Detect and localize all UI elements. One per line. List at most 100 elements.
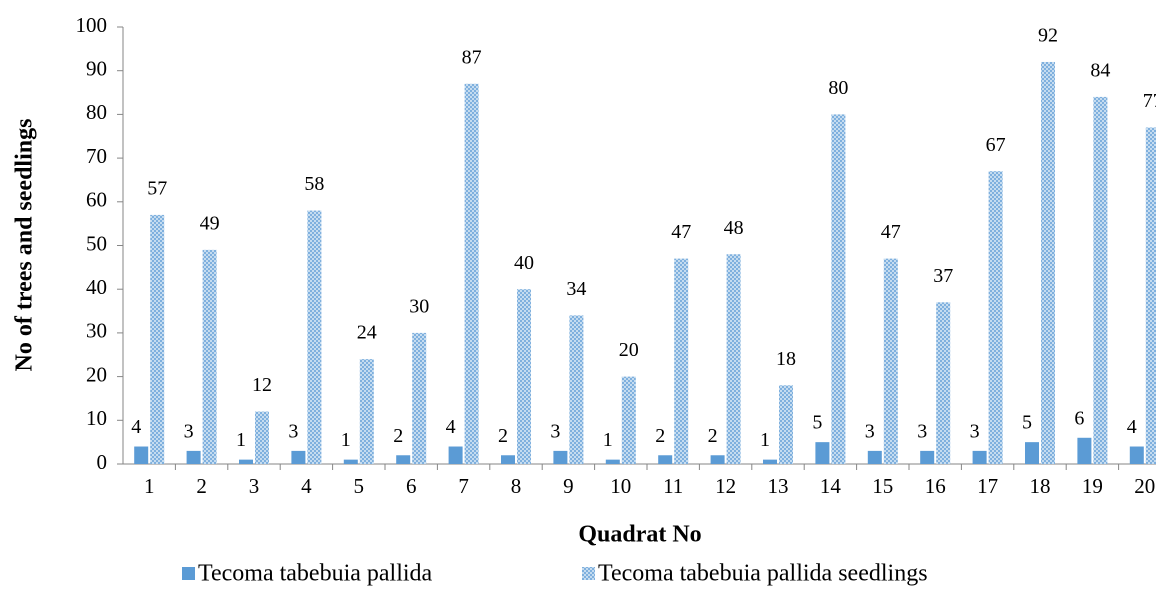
data-label: 37 [933,265,953,287]
data-label: 80 [828,77,848,99]
bar [255,411,269,464]
bar [553,450,568,464]
legend-label: Tecoma tabebuia pallida seedlings [598,561,928,587]
x-tick-label: 19 [1082,474,1103,498]
data-label: 4 [1127,416,1137,438]
x-tick-label: 10 [610,474,631,498]
data-label: 6 [1074,407,1084,429]
y-tick-label: 70 [86,144,107,168]
data-label: 34 [566,278,586,300]
bar [291,450,306,464]
x-tick-label: 8 [511,474,522,498]
bar [1145,127,1156,464]
bar [883,258,898,464]
bar [658,455,673,464]
data-label: 3 [288,420,298,442]
data-label: 2 [498,425,508,447]
data-label: 1 [603,429,613,451]
x-tick-label: 5 [354,474,365,498]
x-tick-label: 17 [977,474,998,498]
y-tick-label: 20 [86,362,107,386]
data-label: 40 [514,252,534,274]
x-tick-label: 1 [144,474,155,498]
data-label: 3 [184,420,194,442]
bar [674,258,689,464]
bar [501,455,515,464]
bar [186,450,201,464]
data-label: 3 [970,420,980,442]
data-label: 67 [986,134,1006,156]
bar [831,114,846,465]
data-label: 5 [1022,412,1032,434]
x-tick-label: 18 [1030,474,1051,498]
data-label: 77 [1143,90,1156,112]
data-label: 1 [341,429,351,451]
bar [569,315,584,464]
y-tick-label: 80 [86,100,107,124]
bar [517,289,531,464]
bar [150,214,165,464]
data-label: 84 [1090,60,1110,82]
legend-label: Tecoma tabebuia pallida [198,561,433,587]
bar [763,459,777,464]
data-label: 24 [357,322,377,344]
bar [936,302,951,464]
bar [972,450,987,464]
bar [815,442,830,464]
x-tick-label: 2 [196,474,207,498]
data-label: 47 [671,221,691,243]
y-tick-label: 90 [86,57,107,81]
y-tick-label: 50 [86,231,107,255]
data-label: 20 [619,339,639,361]
data-label: 4 [446,416,456,438]
data-label: 92 [1038,25,1058,47]
bar [1041,61,1055,465]
bar [1025,442,1039,464]
y-tick-label: 60 [86,188,107,212]
x-tick-label: 14 [820,474,842,498]
bar [412,332,427,464]
x-tick-label: 13 [768,474,789,498]
y-tick-label: 10 [86,406,107,430]
data-label: 1 [236,429,246,451]
data-label: 2 [655,425,665,447]
bar [202,249,217,464]
x-axis-title: Quadrat No [578,522,701,548]
data-label: 4 [131,416,141,438]
y-tick-label: 40 [86,275,107,299]
bar [396,455,411,464]
x-tick-label: 15 [872,474,893,498]
x-tick-label: 16 [925,474,946,498]
bar [343,459,358,464]
bar [1093,96,1108,465]
data-label: 1 [760,429,770,451]
y-axis-title: No of trees and seedlings [12,119,38,372]
y-tick-label: 30 [86,319,107,343]
bar [239,459,253,464]
x-tick-label: 9 [563,474,574,498]
data-label: 12 [252,374,272,396]
x-tick-label: 6 [406,474,417,498]
bar [605,459,620,464]
data-label: 2 [393,425,403,447]
y-tick-label: 100 [76,13,108,37]
data-label: 87 [462,46,482,68]
data-label: 49 [200,212,220,234]
data-label: 48 [724,217,744,239]
legend-swatch [582,567,595,580]
x-tick-label: 4 [301,474,312,498]
bar [448,446,463,464]
data-label: 5 [812,412,822,434]
x-tick-label: 11 [663,474,683,498]
bar [726,254,741,464]
bar [307,210,322,464]
bar [1129,446,1144,464]
data-label: 57 [147,178,167,200]
bar [621,376,636,464]
x-tick-label: 20 [1134,474,1155,498]
bar [779,385,793,464]
bar [1077,437,1092,464]
data-label: 18 [776,348,796,370]
bar [867,450,882,464]
